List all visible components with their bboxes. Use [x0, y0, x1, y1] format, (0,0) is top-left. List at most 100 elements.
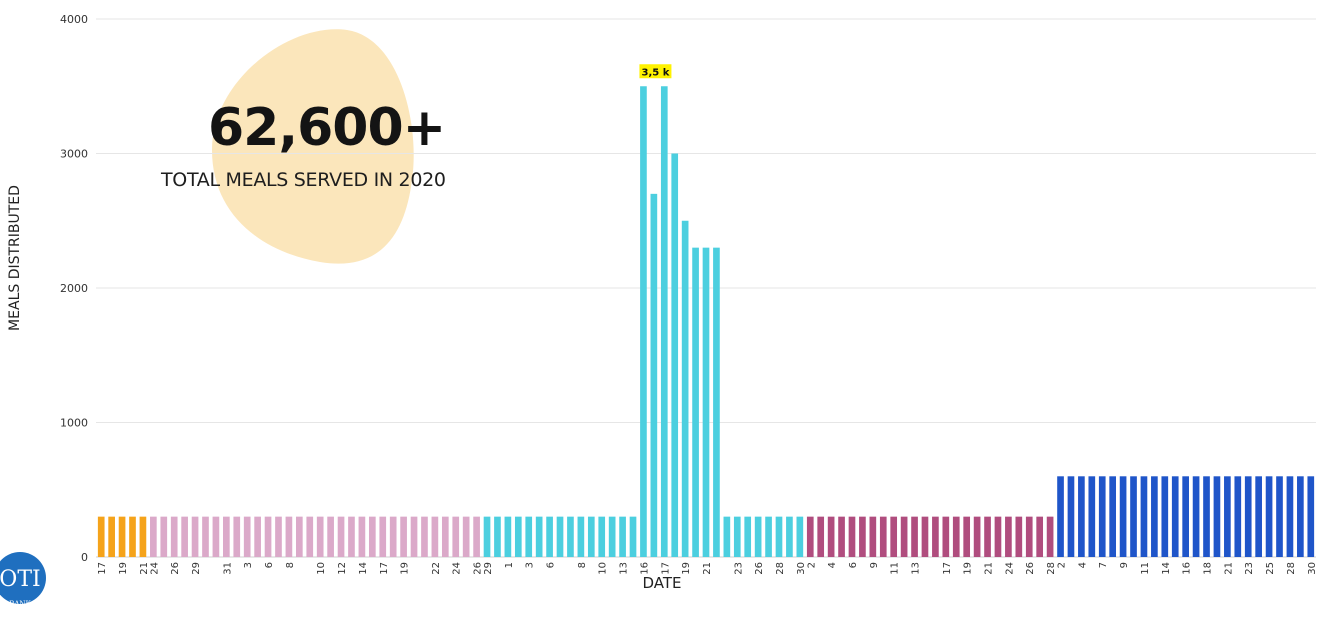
bar: [577, 516, 585, 557]
x-tick-label: 24: [452, 562, 463, 575]
x-tick-label: 6: [848, 562, 859, 568]
x-tick-label: 9: [869, 562, 880, 568]
bar: [483, 516, 491, 557]
bar: [1234, 476, 1242, 557]
bar: [598, 516, 606, 557]
bar: [1140, 476, 1148, 557]
bar: [1036, 516, 1044, 557]
x-tick-label: 3: [243, 562, 254, 568]
bar: [327, 516, 334, 557]
bar: [671, 153, 679, 557]
bar: [848, 516, 856, 557]
bar: [1025, 516, 1033, 557]
bar: [494, 516, 501, 557]
bar: [1307, 476, 1315, 557]
bar: [1255, 476, 1262, 557]
y-axis-title: MEALS DISTRIBUTED: [7, 185, 23, 331]
bar: [1151, 476, 1158, 557]
bar: [556, 516, 564, 557]
bar: [859, 516, 866, 557]
bar: [421, 516, 428, 557]
bar: [744, 516, 752, 557]
bar: [911, 516, 918, 557]
x-axis-ticks: 17 19 21 24 26 29 31 3 6 8 10 12 14 17 19 22 24 26 29 1 3 6 8 1…: [97, 562, 1318, 575]
x-tick-label: 19: [681, 562, 692, 575]
bar: [921, 516, 929, 557]
bar: [348, 516, 355, 557]
bar: [150, 516, 157, 557]
bar: [1192, 476, 1200, 557]
bar: [223, 516, 230, 557]
bar: [932, 516, 939, 557]
x-tick-label: 23: [733, 562, 744, 575]
bar: [118, 516, 126, 557]
x-tick-label: 14: [1161, 562, 1172, 575]
bars: [97, 86, 1315, 557]
x-tick-label: 29: [483, 562, 494, 575]
x-tick-label: 16: [639, 562, 650, 575]
x-tick-label: 26: [170, 562, 181, 575]
bar: [567, 516, 574, 557]
bar: [1130, 476, 1137, 557]
x-tick-label: 8: [285, 562, 296, 568]
x-tick-label: 8: [577, 562, 588, 568]
bar: [170, 516, 178, 557]
bar: [1098, 476, 1106, 557]
bar: [97, 516, 105, 557]
x-tick-label: 21: [702, 562, 713, 575]
bar: [160, 516, 168, 557]
bar: [775, 516, 783, 557]
bar: [650, 193, 658, 557]
bar: [514, 516, 522, 557]
x-tick-label: 11: [1140, 562, 1151, 575]
bar: [619, 516, 626, 557]
bar: [254, 516, 261, 557]
x-tick-label: 7: [1098, 562, 1109, 568]
bar: [473, 516, 480, 557]
bar: [1005, 516, 1012, 557]
x-tick-label: 13: [619, 562, 630, 575]
x-tick-label: 28: [1286, 562, 1297, 575]
x-tick-label: 26: [754, 562, 765, 575]
bar: [1057, 476, 1064, 557]
bar: [441, 516, 449, 557]
x-tick-label: 17: [97, 562, 108, 575]
x-tick-label: 18: [1203, 562, 1214, 575]
bar: [1109, 476, 1117, 557]
bar: [973, 516, 981, 557]
bar: [952, 516, 960, 557]
bar: [275, 516, 282, 557]
x-tick-label: 28: [1046, 562, 1057, 575]
bar: [368, 516, 376, 557]
x-tick-label: 24: [1004, 562, 1015, 575]
bar: [1078, 476, 1085, 557]
x-tick-label: 25: [1265, 562, 1276, 575]
bar: [295, 516, 303, 557]
bar: [984, 516, 991, 557]
bar: [900, 516, 908, 557]
bar: [410, 516, 418, 557]
bar: [1297, 476, 1304, 557]
bar: [681, 220, 689, 557]
bar: [1088, 476, 1096, 557]
bar: [389, 516, 397, 557]
bar: [1182, 476, 1189, 557]
x-tick-label: 17: [660, 562, 671, 575]
total-meals-number: 62,600+: [208, 98, 446, 158]
x-tick-label: 29: [191, 562, 202, 575]
x-tick-label: 9: [1119, 562, 1130, 568]
x-tick-label: 26: [473, 562, 484, 575]
x-tick-label: 10: [598, 562, 609, 575]
total-meals-caption: TOTAL MEALS SERVED IN 2020: [161, 169, 446, 191]
x-tick-label: 19: [400, 562, 411, 575]
bar: [108, 516, 115, 557]
bar: [1046, 516, 1054, 557]
y-tick-label: 0: [81, 551, 88, 564]
x-tick-label: 23: [1244, 562, 1255, 575]
bar: [243, 516, 251, 557]
headline-blob: [212, 29, 414, 264]
bar: [379, 516, 387, 557]
bar: [879, 516, 887, 557]
bar: [191, 516, 199, 557]
bar: [869, 516, 877, 557]
